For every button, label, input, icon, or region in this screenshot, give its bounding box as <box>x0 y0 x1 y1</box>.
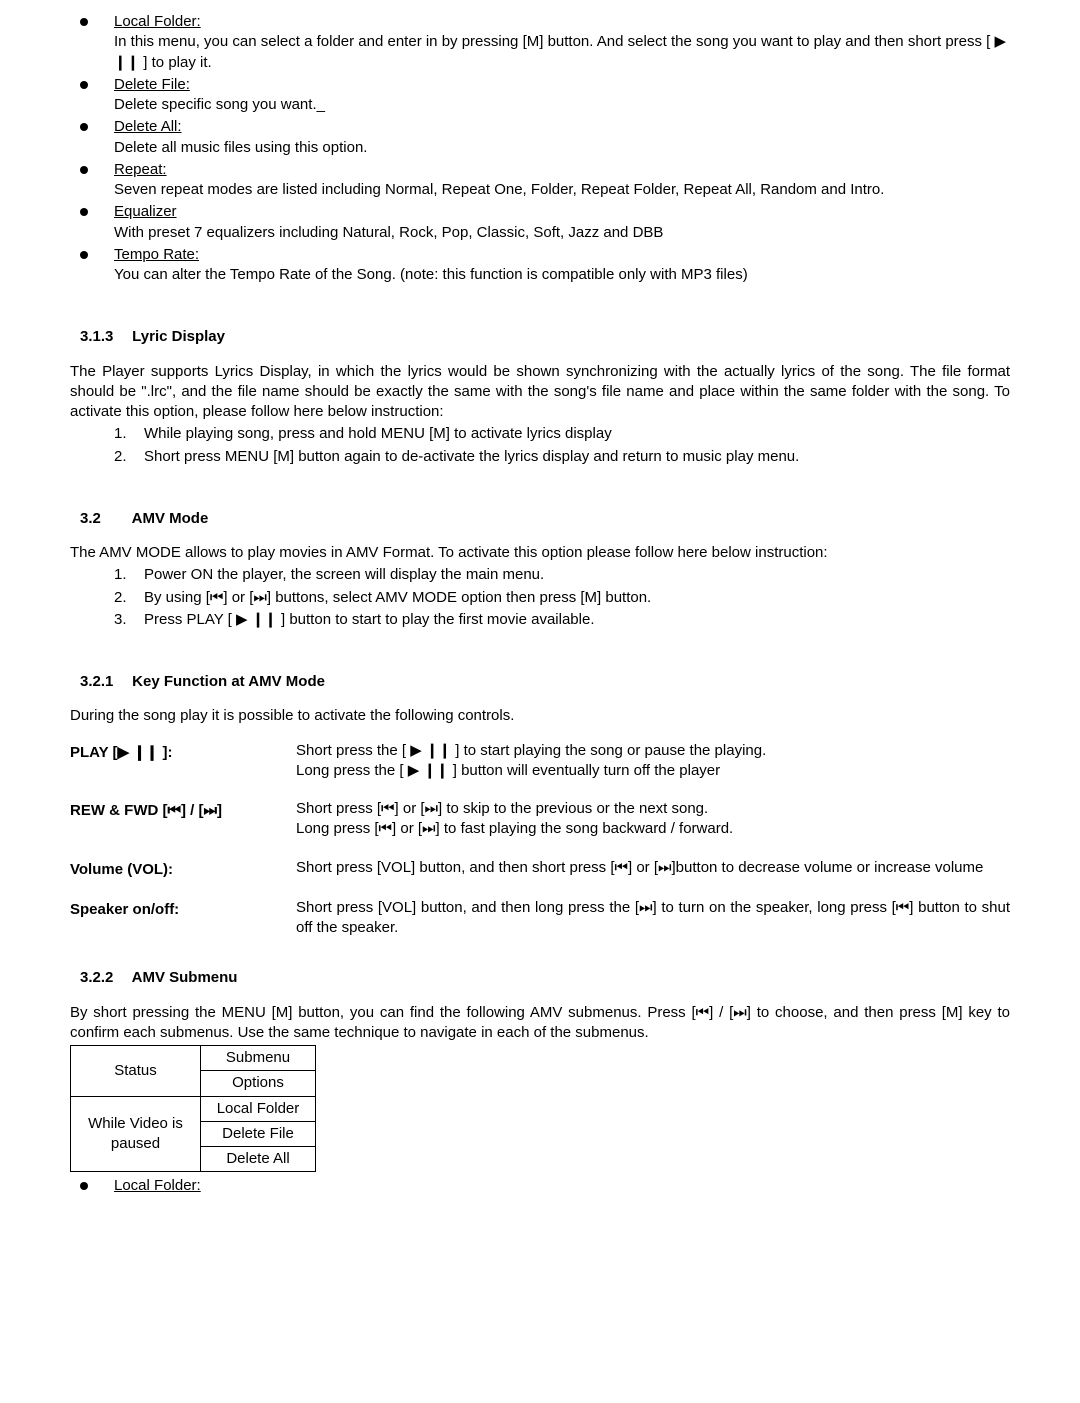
item-title: Local Folder: <box>114 1177 201 1194</box>
list-item: Delete All: Delete all music files using… <box>80 117 1010 158</box>
key-desc: Short press [⏮] or [⏭] to skip to the pr… <box>296 799 1010 840</box>
menu-options-list: Local Folder: In this menu, you can sele… <box>80 12 1010 285</box>
item-desc: Delete all music files using this option… <box>114 139 367 156</box>
key-label: REW & FWD [⏮] / [⏭] <box>70 799 296 840</box>
section-intro: The Player supports Lyrics Display, in w… <box>70 362 1010 423</box>
item-desc: Seven repeat modes are listed including … <box>114 181 884 198</box>
step-item: 1.While playing song, press and hold MEN… <box>114 424 1010 444</box>
section-intro: By short pressing the MENU [M] button, y… <box>70 1003 1010 1044</box>
key-row-rewfwd: REW & FWD [⏮] / [⏭] Short press [⏮] or [… <box>70 799 1010 840</box>
section-number: 3.1.3 <box>80 327 128 347</box>
list-item: Equalizer With preset 7 equalizers inclu… <box>80 202 1010 243</box>
key-row-play: PLAY [▶ ❙❙ ]: Short press the [ ▶ ❙❙ ] t… <box>70 741 1010 782</box>
item-title: Local Folder: <box>114 13 201 30</box>
list-item: Repeat: Seven repeat modes are listed in… <box>80 160 1010 201</box>
item-desc: You can alter the Tempo Rate of the Song… <box>114 266 748 283</box>
list-item: Local Folder: <box>80 1176 1010 1196</box>
table-header-options: Options <box>201 1071 316 1096</box>
item-desc: With preset 7 equalizers including Natur… <box>114 224 663 241</box>
local-folder-bullet: Local Folder: <box>80 1176 1010 1196</box>
table-option-cell: Delete All <box>201 1147 316 1172</box>
step-item: 1.Power ON the player, the screen will d… <box>114 565 1010 585</box>
lyric-steps: 1.While playing song, press and hold MEN… <box>114 424 1010 467</box>
section-heading-lyric: 3.1.3 Lyric Display <box>80 327 1010 347</box>
section-title: Key Function at AMV Mode <box>132 673 325 690</box>
key-label: Volume (VOL): <box>70 858 296 880</box>
list-item: Delete File: Delete specific song you wa… <box>80 75 1010 116</box>
step-text: While playing song, press and hold MENU … <box>144 425 612 442</box>
key-row-volume: Volume (VOL): Short press [VOL] button, … <box>70 858 1010 880</box>
item-title: Tempo Rate: <box>114 246 199 263</box>
step-text: Short press MENU [M] button again to de-… <box>144 448 799 465</box>
amv-steps: 1.Power ON the player, the screen will d… <box>114 565 1010 630</box>
step-item: 2.By using [⏮] or [⏭] buttons, select AM… <box>114 588 1010 608</box>
table-header-status: Status <box>71 1046 201 1097</box>
item-title: Delete All: <box>114 118 182 135</box>
section-title: AMV Mode <box>132 510 209 527</box>
key-desc: Short press the [ ▶ ❙❙ ] to start playin… <box>296 741 1010 782</box>
section-number: 3.2 <box>80 509 128 529</box>
list-item: Local Folder: In this menu, you can sele… <box>80 12 1010 73</box>
step-text: By using [⏮] or [⏭] buttons, select AMV … <box>144 589 651 606</box>
item-title: Equalizer <box>114 203 177 220</box>
table-option-cell: Delete File <box>201 1121 316 1146</box>
key-desc: Short press [VOL] button, and then short… <box>296 858 1010 880</box>
section-intro: The AMV MODE allows to play movies in AM… <box>70 543 1010 563</box>
section-heading-keyfunc: 3.2.1 Key Function at AMV Mode <box>80 672 1010 692</box>
step-item: 3.Press PLAY [ ▶ ❙❙ ] button to start to… <box>114 610 1010 630</box>
step-item: 2.Short press MENU [M] button again to d… <box>114 447 1010 467</box>
item-desc: Delete specific song you want._ <box>114 96 325 113</box>
item-title: Delete File: <box>114 76 190 93</box>
item-desc: In this menu, you can select a folder an… <box>114 33 1006 70</box>
key-row-speaker: Speaker on/off: Short press [VOL] button… <box>70 898 1010 939</box>
section-number: 3.2.2 <box>80 968 128 988</box>
section-title: Lyric Display <box>132 328 225 345</box>
section-title: AMV Submenu <box>132 969 238 986</box>
table-option-cell: Local Folder <box>201 1096 316 1121</box>
table-header-submenu: Submenu <box>201 1046 316 1071</box>
section-heading-amvsub: 3.2.2 AMV Submenu <box>80 968 1010 988</box>
amv-submenu-table: Status Submenu Options While Video is pa… <box>70 1045 316 1172</box>
section-intro: During the song play it is possible to a… <box>70 706 1010 726</box>
table-status-cell: While Video is paused <box>71 1096 201 1172</box>
section-number: 3.2.1 <box>80 672 128 692</box>
key-label: Speaker on/off: <box>70 898 296 939</box>
item-title: Repeat: <box>114 161 167 178</box>
key-desc: Short press [VOL] button, and then long … <box>296 898 1010 939</box>
section-heading-amv: 3.2 AMV Mode <box>80 509 1010 529</box>
list-item: Tempo Rate: You can alter the Tempo Rate… <box>80 245 1010 286</box>
key-function-table: PLAY [▶ ❙❙ ]: Short press the [ ▶ ❙❙ ] t… <box>70 741 1010 939</box>
step-text: Power ON the player, the screen will dis… <box>144 566 544 583</box>
key-label: PLAY [▶ ❙❙ ]: <box>70 741 296 782</box>
step-text: Press PLAY [ ▶ ❙❙ ] button to start to p… <box>144 611 594 628</box>
